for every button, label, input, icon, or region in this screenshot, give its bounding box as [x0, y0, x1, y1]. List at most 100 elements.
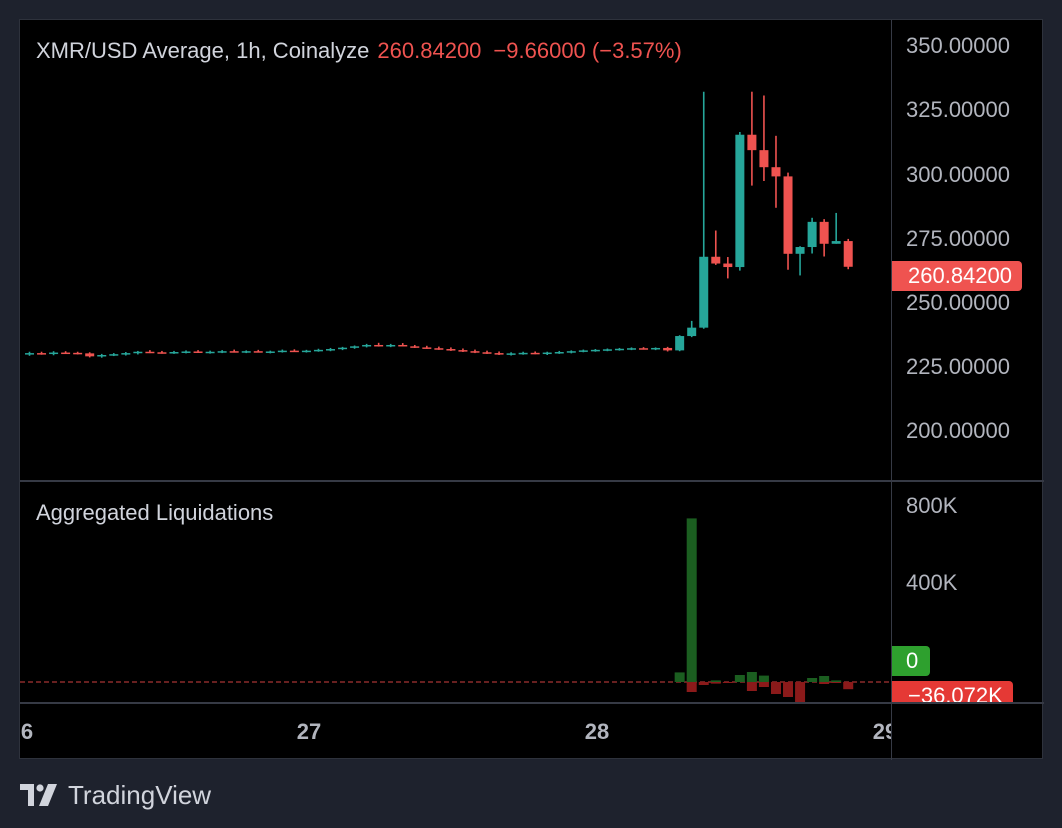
price-tick: 200.00000: [906, 418, 1010, 443]
price-tick: 250.00000: [906, 290, 1010, 315]
candle-body: [735, 134, 745, 268]
candle-body: [554, 352, 564, 354]
candle-body: [133, 351, 143, 354]
chart-frame: XMR/USD Average, 1h, Coinalyze 260.84200−…: [19, 19, 1044, 760]
zero-badge: 0: [892, 646, 931, 676]
candle-body: [627, 348, 636, 350]
candle-body: [446, 349, 456, 351]
candle-body: [831, 241, 841, 244]
price-pane[interactable]: XMR/USD Average, 1h, Coinalyze 260.84200−…: [20, 20, 891, 480]
candle-body: [795, 247, 805, 254]
price-tick: 275.00000: [906, 226, 1010, 251]
short-liq-bar: [843, 682, 854, 690]
candle-body: [675, 336, 685, 351]
liquidations-pane[interactable]: Aggregated Liquidations: [20, 482, 891, 702]
short-liq-bar: [795, 682, 806, 702]
candle-body: [783, 176, 793, 254]
candle-body: [747, 134, 757, 151]
last-price-badge: 260.84200: [892, 261, 1022, 291]
candle-body: [663, 347, 673, 351]
short-liq-bar: [686, 682, 697, 692]
liquidations-title: Aggregated Liquidations: [36, 500, 274, 525]
candle-body: [494, 353, 504, 355]
candle-body: [578, 350, 588, 352]
time-tick: 28: [584, 719, 610, 744]
time-tick: 6: [20, 719, 34, 744]
candle-body: [470, 351, 480, 353]
liq-tick: 400K: [906, 570, 958, 595]
candle-body: [229, 351, 239, 353]
candle-body: [37, 353, 47, 355]
liquidations-chart[interactable]: [20, 482, 891, 702]
candle-body: [362, 344, 372, 347]
tradingview-footer[interactable]: TradingView: [20, 779, 211, 811]
long-liq-bar: [686, 518, 697, 682]
liq-tick: 800K: [906, 493, 958, 518]
candle-body: [181, 351, 191, 353]
candle-body: [109, 354, 119, 356]
candle-body: [350, 346, 360, 348]
candle-body: [843, 241, 853, 267]
candle-body: [145, 351, 155, 354]
candle-body: [819, 221, 829, 244]
candle-body: [25, 353, 34, 355]
candle-body: [61, 352, 71, 355]
price-tick: 300.00000: [906, 162, 1010, 187]
candle-body: [193, 351, 203, 353]
short-liq-bar: [770, 682, 781, 694]
short-liq-bar: [819, 682, 830, 684]
candle-body: [458, 350, 468, 352]
candle-body: [205, 351, 215, 354]
candle-body: [157, 352, 167, 354]
candle-body: [277, 350, 287, 353]
candle-body: [723, 263, 733, 268]
candle-body: [506, 353, 516, 355]
liquidations-axis[interactable]: 800K 400K 0 −36.072K: [892, 482, 1044, 702]
candle-body: [542, 352, 552, 355]
short-liq-bar: [710, 682, 721, 684]
candle-body: [217, 351, 227, 353]
candle-body: [338, 347, 348, 350]
candle-body: [434, 348, 444, 350]
symbol-legend: XMR/USD Average, 1h, Coinalyze 260.84200−…: [36, 38, 682, 64]
candle-body: [73, 352, 83, 355]
candle-body: [301, 350, 311, 353]
tradingview-logo-icon: [20, 784, 57, 806]
price-chart[interactable]: [20, 20, 891, 480]
time-axis-divider: [20, 702, 1044, 704]
short-liq-bar: [831, 682, 842, 683]
candle-body: [49, 352, 59, 355]
time-axis[interactable]: 6 27 28 29: [20, 704, 891, 760]
candle-body: [566, 351, 576, 353]
long-liq-bar: [674, 672, 685, 682]
candle-body: [289, 350, 299, 353]
short-liq-bar: [758, 682, 769, 687]
price-axis[interactable]: 350.00000 325.00000 300.00000 275.00000 …: [892, 20, 1044, 480]
candle-body: [639, 348, 649, 350]
candle-body: [530, 352, 540, 355]
tradingview-brand: TradingView: [68, 779, 212, 810]
long-liq-bar: [746, 672, 757, 682]
axis-divider: [891, 20, 892, 760]
candle-body: [85, 353, 95, 357]
candle-body: [482, 352, 492, 354]
candle-body: [313, 349, 323, 352]
long-liq-bar: [819, 676, 830, 682]
short-liq-bar: [722, 682, 733, 683]
price-change: −9.66000 (−3.57%): [493, 38, 682, 63]
short-liq-bar: [783, 682, 794, 697]
candle-body: [807, 221, 817, 248]
negative-liq-badge: −36.072K: [892, 681, 1013, 702]
candle-body: [97, 354, 107, 357]
last-price: 260.84200: [377, 38, 482, 63]
symbol-title: XMR/USD Average, 1h, Coinalyze: [36, 38, 370, 63]
candle-body: [759, 150, 769, 168]
price-tick: 225.00000: [906, 354, 1010, 379]
pane-divider[interactable]: [20, 480, 1044, 482]
price-tick: 325.00000: [906, 97, 1010, 122]
short-liq-bar: [746, 682, 757, 691]
candle-body: [771, 167, 781, 177]
long-liq-bar: [831, 680, 842, 682]
candle-body: [398, 344, 408, 347]
candle-body: [651, 347, 661, 350]
